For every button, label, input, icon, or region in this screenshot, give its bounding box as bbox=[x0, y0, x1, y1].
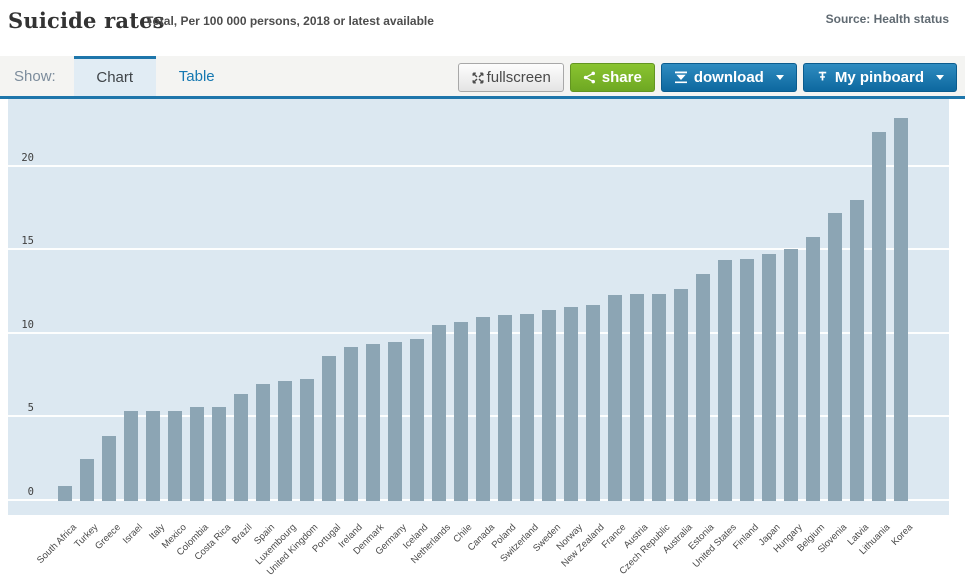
tab-table-label: Table bbox=[178, 67, 215, 85]
bar-latvia[interactable] bbox=[850, 200, 864, 501]
pinboard-label: My pinboard bbox=[834, 69, 924, 86]
bar-finland[interactable] bbox=[740, 258, 754, 501]
bar-brazil[interactable] bbox=[234, 394, 248, 501]
bar-united-states[interactable] bbox=[718, 260, 732, 501]
share-button[interactable]: share bbox=[569, 63, 655, 92]
gridline bbox=[8, 164, 949, 167]
bar-colombia[interactable] bbox=[190, 407, 204, 501]
bar-netherlands[interactable] bbox=[432, 325, 446, 501]
chart-container: 0 5 10 15 20 South Africa Turkey Greece Israel I… bbox=[8, 99, 957, 582]
download-caret-icon bbox=[775, 75, 784, 80]
pinboard-caret-icon bbox=[936, 75, 944, 80]
source-text: Source: Health status bbox=[825, 12, 949, 26]
bar-poland[interactable] bbox=[498, 315, 512, 501]
bar-denmark[interactable] bbox=[366, 343, 380, 501]
bar-sweden[interactable] bbox=[542, 310, 556, 501]
bar-ireland[interactable] bbox=[344, 347, 358, 501]
bar-hungary[interactable] bbox=[784, 248, 798, 501]
bar-luxembourg[interactable] bbox=[278, 380, 292, 501]
y-tick-label: 0 bbox=[27, 486, 34, 498]
bar-south-africa[interactable] bbox=[58, 485, 72, 501]
x-axis-label: South Africa bbox=[34, 522, 79, 567]
pin-icon bbox=[816, 71, 829, 84]
tab-table[interactable]: Table bbox=[156, 56, 238, 96]
x-axis-labels: South Africa Turkey Greece Israel Italy Mexic… bbox=[8, 515, 949, 582]
bar-germany[interactable] bbox=[388, 342, 402, 501]
bar-portugal[interactable] bbox=[322, 355, 336, 501]
download-button[interactable]: download bbox=[660, 63, 797, 92]
bar-iceland[interactable] bbox=[410, 338, 424, 501]
y-tick-label: 5 bbox=[27, 402, 34, 415]
bar-chile[interactable] bbox=[454, 322, 468, 501]
bar-italy[interactable] bbox=[146, 410, 160, 501]
bar-turkey[interactable] bbox=[80, 459, 94, 501]
share-icon bbox=[583, 71, 596, 84]
page-title: Suicide rates bbox=[8, 8, 165, 33]
bar-austria[interactable] bbox=[630, 293, 644, 501]
x-axis-label: Israel bbox=[120, 522, 145, 547]
bar-estonia[interactable] bbox=[696, 273, 710, 501]
bar-norway[interactable] bbox=[564, 307, 578, 501]
bar-belgium[interactable] bbox=[806, 236, 820, 501]
pinboard-button[interactable]: My pinboard bbox=[802, 63, 957, 92]
download-label: download bbox=[693, 69, 764, 86]
bar-korea[interactable] bbox=[894, 118, 908, 501]
download-icon bbox=[674, 71, 688, 84]
bar-costa-rica[interactable] bbox=[212, 407, 226, 501]
bar-france[interactable] bbox=[608, 295, 622, 501]
bar-japan[interactable] bbox=[762, 253, 776, 501]
bar-spain[interactable] bbox=[256, 383, 270, 501]
fullscreen-icon bbox=[471, 71, 485, 85]
x-axis-label: Korea bbox=[889, 522, 915, 548]
fullscreen-button[interactable]: fullscreen bbox=[457, 63, 564, 92]
y-tick-label: 20 bbox=[21, 151, 34, 164]
y-tick-label: 15 bbox=[21, 235, 34, 248]
fullscreen-label: fullscreen bbox=[486, 69, 551, 86]
share-label: share bbox=[601, 69, 642, 86]
page-subtitle: Total, Per 100 000 persons, 2018 or late… bbox=[146, 14, 434, 28]
bar-slovenia[interactable] bbox=[828, 213, 842, 501]
show-label: Show: bbox=[14, 67, 56, 85]
tab-chart[interactable]: Chart bbox=[73, 56, 156, 96]
y-tick-label: 10 bbox=[21, 318, 34, 331]
plot-area: 0 5 10 15 20 bbox=[8, 99, 949, 515]
toolbar-spacer bbox=[238, 56, 458, 96]
header: Suicide rates Total, Per 100 000 persons… bbox=[0, 0, 965, 56]
tab-chart-label: Chart bbox=[96, 69, 134, 86]
bar-mexico[interactable] bbox=[168, 410, 182, 501]
bar-lithuania[interactable] bbox=[872, 131, 886, 501]
bar-canada[interactable] bbox=[476, 317, 490, 501]
bar-greece[interactable] bbox=[102, 435, 116, 501]
bar-new-zealand[interactable] bbox=[586, 305, 600, 501]
bar-czech-republic[interactable] bbox=[652, 293, 666, 501]
x-axis-label: Brazil bbox=[230, 522, 255, 547]
bar-switzerland[interactable] bbox=[520, 313, 534, 501]
toolbar: Show: Chart Table fullscreen share bbox=[0, 56, 965, 99]
bar-australia[interactable] bbox=[674, 288, 688, 501]
bar-israel[interactable] bbox=[124, 410, 138, 501]
bar-united-kingdom[interactable] bbox=[300, 378, 314, 501]
gridline bbox=[8, 248, 949, 251]
